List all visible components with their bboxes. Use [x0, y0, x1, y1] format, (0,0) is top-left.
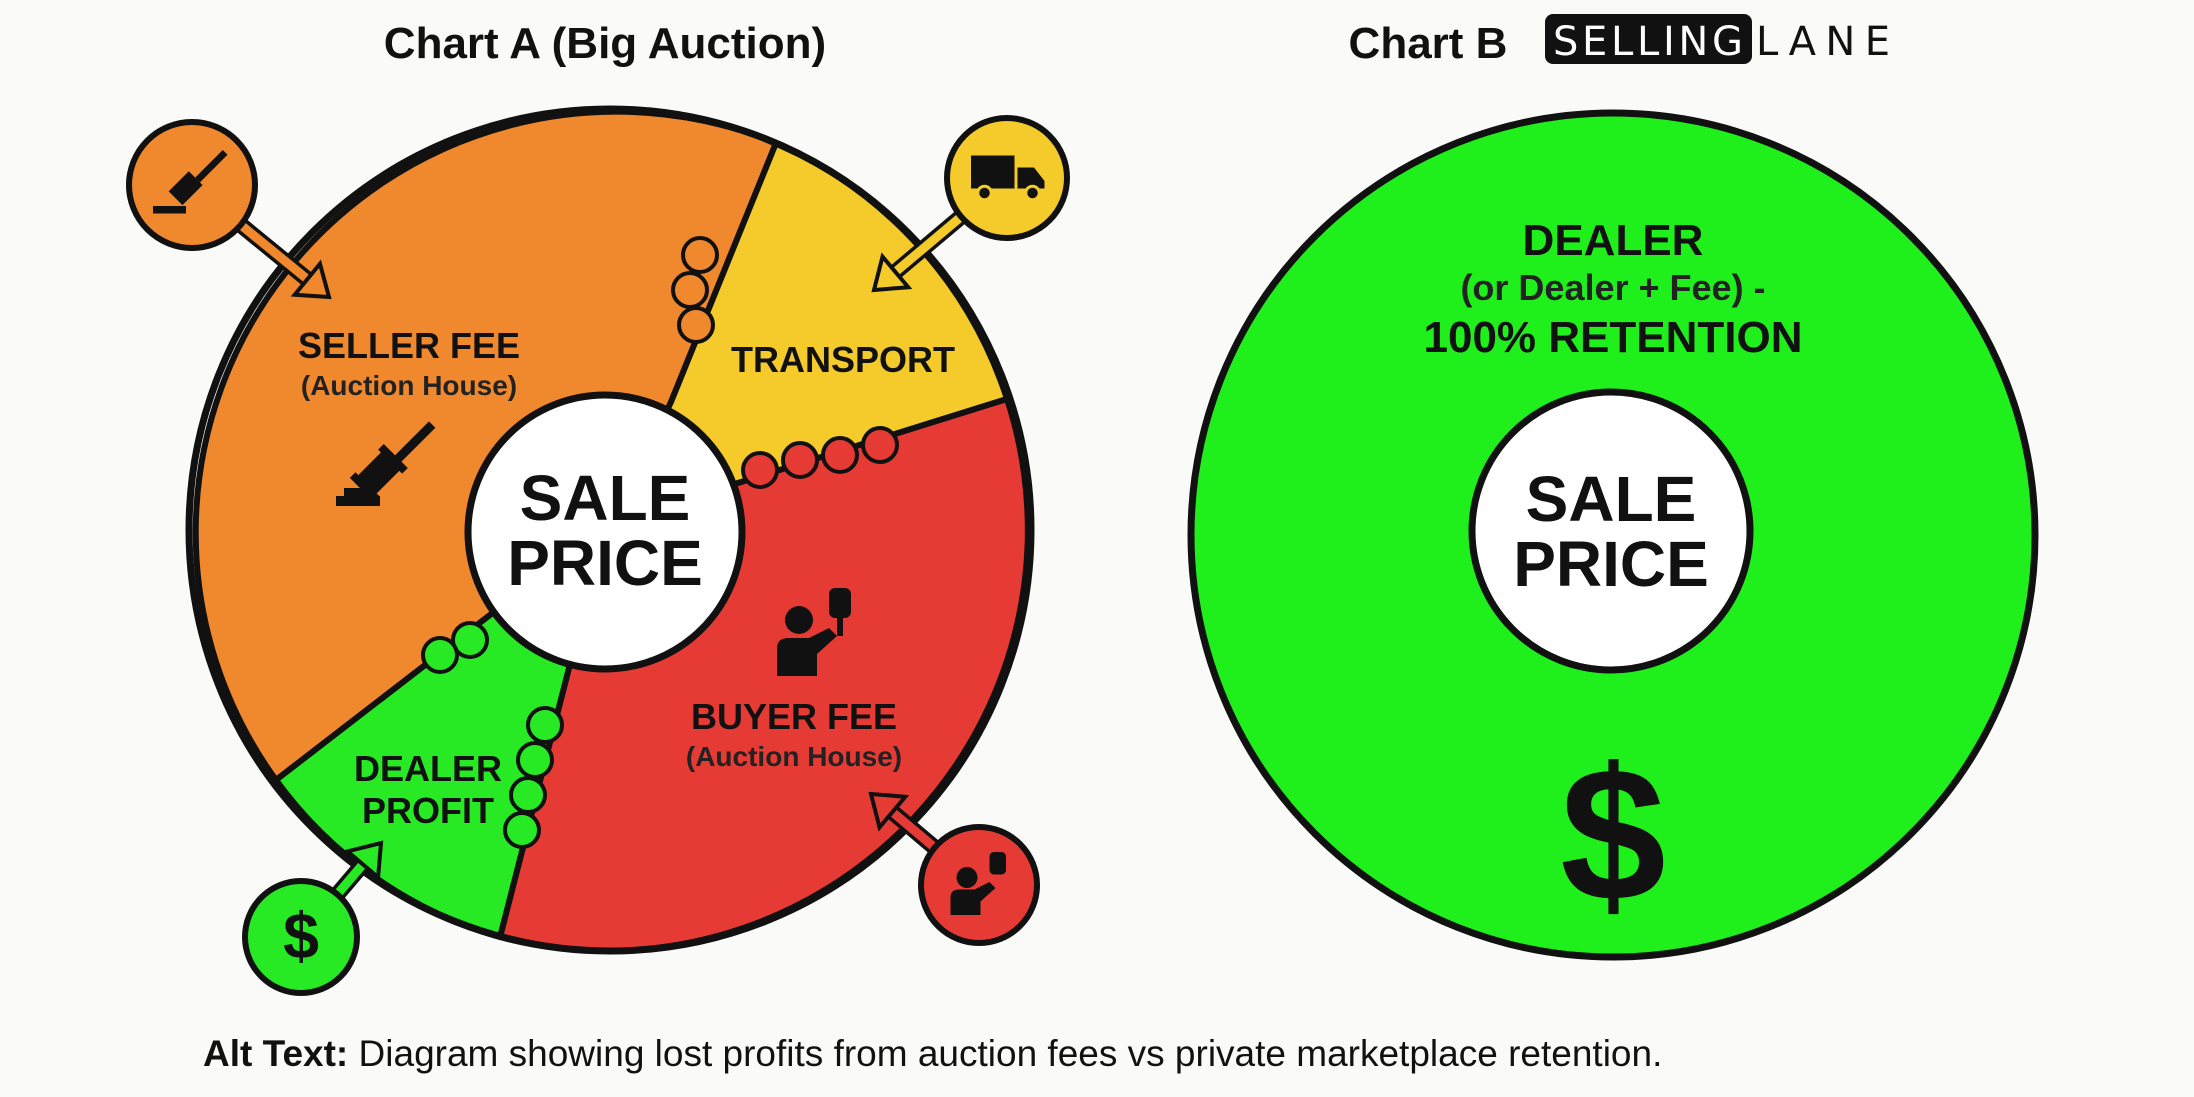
cloud-edge-bump: [781, 441, 819, 479]
transport-label: TRANSPORT: [731, 339, 955, 380]
buyer-fee-label: BUYER FEE: [691, 696, 897, 737]
dealer-profit-arrow: [331, 840, 384, 900]
cloud-edge-bump: [516, 741, 554, 779]
cloud-edge-bump: [451, 621, 489, 659]
cloud-edge-bump: [526, 706, 564, 744]
truck-icon: [971, 155, 1045, 202]
buyer-fee-sublabel: (Auction House): [686, 741, 902, 772]
chart-b-title: Chart B: [1349, 19, 1508, 68]
chart-b-dollar-icon: $: [1560, 729, 1666, 941]
caption: Alt Text: Diagram showing lost profits f…: [203, 1033, 1662, 1074]
cloud-edge-bump: [861, 426, 899, 464]
seller-fee-sublabel: (Auction House): [301, 370, 517, 401]
chart-a-title: Chart A (Big Auction): [384, 19, 826, 68]
cloud-edge-bump: [509, 776, 547, 814]
cloud-edge-bump: [741, 451, 779, 489]
cloud-edge-bump: [671, 271, 709, 309]
cloud-edge-bump: [677, 306, 715, 344]
cloud-edge-bump: [503, 811, 541, 849]
buyer-fee-badge: [918, 824, 1040, 946]
buyer-fee-arrow: [868, 791, 940, 854]
chart-b-center-circle: [1468, 388, 1754, 674]
caption-prefix: Alt Text:: [203, 1033, 348, 1074]
cloud-edge-bump: [821, 436, 859, 474]
chart-b-sublabel: (or Dealer + Fee) -: [1460, 267, 1765, 308]
chart-b-retention-label: 100% RETENTION: [1424, 313, 1803, 362]
bidder-paddle-icon: [777, 588, 851, 676]
transport-arrow: [871, 210, 967, 293]
dealer-profit-label-line2: PROFIT: [362, 790, 494, 831]
caption-text: Diagram showing lost profits from auctio…: [348, 1033, 1662, 1074]
selling-lane-logo: SELLING LANE: [1545, 14, 1890, 65]
logo-part2: LANE: [1756, 19, 1890, 65]
transport-badge: [944, 115, 1070, 241]
gavel-icon: [336, 421, 436, 506]
gavel-icon: [153, 149, 228, 214]
chart-a-outline: [185, 105, 1035, 955]
dealer-profit-label-line1: DEALER: [354, 748, 502, 789]
seller-fee-badge: [126, 119, 258, 251]
cloud-edge-bump: [421, 636, 459, 674]
dollar-icon: $: [283, 900, 319, 972]
chart-b-label: DEALER: [1523, 216, 1704, 265]
chart-a-center-label-line1: SALE: [520, 462, 691, 534]
svg-text:$: $: [283, 900, 319, 972]
chart-a: [185, 105, 1035, 955]
chart-a-center-circle: [464, 391, 746, 673]
bidder-paddle-icon: [950, 852, 1006, 915]
logo-part1: SELLING: [1553, 19, 1743, 65]
dealer-profit-badge: $: [242, 878, 360, 996]
seller-fee-arrow: [235, 218, 332, 300]
chart-a-center-label-line2: PRICE: [507, 527, 703, 599]
chart-b-center-label-line2: PRICE: [1513, 528, 1709, 600]
cloud-edge-bump: [681, 236, 719, 274]
chart-b-center-label-line1: SALE: [1526, 463, 1697, 535]
seller-fee-label: SELLER FEE: [298, 325, 520, 366]
